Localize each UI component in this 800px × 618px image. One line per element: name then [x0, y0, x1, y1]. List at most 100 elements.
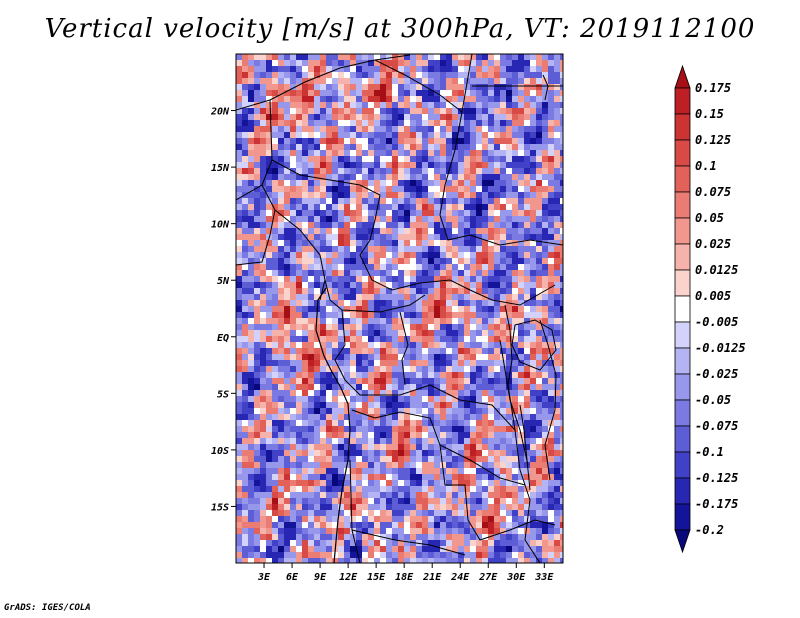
heatmap-cell [344, 414, 351, 421]
heatmap-cell [374, 144, 381, 151]
heatmap-cell [482, 216, 489, 223]
heatmap-cell [524, 162, 531, 169]
heatmap-cell [386, 390, 393, 397]
heatmap-cell [464, 240, 471, 247]
heatmap-cell [464, 318, 471, 325]
heatmap-cell [272, 108, 279, 115]
heatmap-cell [536, 252, 543, 259]
heatmap-cell [476, 114, 483, 121]
heatmap-cell [518, 456, 525, 463]
heatmap-cell [482, 108, 489, 115]
heatmap-cell [452, 396, 459, 403]
heatmap-cell [350, 276, 357, 283]
heatmap-cell [374, 540, 381, 547]
heatmap-cell [380, 342, 387, 349]
heatmap-cell [356, 306, 363, 313]
heatmap-cell [302, 174, 309, 181]
heatmap-cell [296, 222, 303, 229]
heatmap-cell [416, 282, 423, 289]
heatmap-cell [362, 468, 369, 475]
heatmap-cell [308, 360, 315, 367]
heatmap-cell [314, 54, 321, 61]
heatmap-cell [554, 276, 561, 283]
heatmap-cell [446, 60, 453, 67]
heatmap-cell [536, 186, 543, 193]
heatmap-cell [332, 252, 339, 259]
heatmap-cell [500, 360, 507, 367]
heatmap-cell [488, 396, 495, 403]
heatmap-cell [530, 342, 537, 349]
heatmap-cell [392, 216, 399, 223]
heatmap-cell [326, 168, 333, 175]
heatmap-cell [506, 516, 513, 523]
heatmap-cell [554, 384, 561, 391]
heatmap-cell [404, 408, 411, 415]
x-axis: 3E 6E 9E 12E 15E 18E 21E 24E 27E 30E 33E [257, 563, 554, 583]
heatmap-cell [242, 444, 249, 451]
heatmap-cell [386, 222, 393, 229]
heatmap-cell [422, 84, 429, 91]
heatmap-cell [458, 186, 465, 193]
heatmap-cell [308, 354, 315, 361]
heatmap-cell [458, 552, 465, 559]
heatmap-cell [380, 438, 387, 445]
heatmap-cell [536, 270, 543, 277]
heatmap-cell [236, 102, 243, 109]
heatmap-cell [278, 420, 285, 427]
heatmap-cell [452, 54, 459, 61]
heatmap-cell [404, 210, 411, 217]
heatmap-cell [476, 378, 483, 385]
heatmap-cell [272, 330, 279, 337]
heatmap-cell [410, 414, 417, 421]
heatmap-cell [320, 90, 327, 97]
heatmap-cell [548, 288, 555, 295]
colorbar-label: -0.125 [695, 471, 738, 485]
heatmap-cell [302, 540, 309, 547]
heatmap-cell [260, 204, 267, 211]
heatmap-cell [410, 552, 417, 559]
heatmap-cell [356, 288, 363, 295]
heatmap-cell [308, 144, 315, 151]
heatmap-cell [332, 138, 339, 145]
heatmap-cell [542, 336, 549, 343]
heatmap-cell [266, 72, 273, 79]
heatmap-cell [392, 246, 399, 253]
heatmap-cell [458, 360, 465, 367]
heatmap-cell [434, 408, 441, 415]
heatmap-cell [494, 144, 501, 151]
heatmap-cell [524, 336, 531, 343]
heatmap-cell [374, 408, 381, 415]
heatmap-cell [248, 312, 255, 319]
heatmap-cell [470, 270, 477, 277]
heatmap-cell [464, 402, 471, 409]
heatmap-cell [542, 258, 549, 265]
heatmap-cell [512, 78, 519, 85]
heatmap-cell [260, 72, 267, 79]
heatmap-cell [506, 108, 513, 115]
heatmap-cell [416, 192, 423, 199]
heatmap-cell [326, 552, 333, 559]
heatmap-cell [452, 132, 459, 139]
heatmap-cell [320, 366, 327, 373]
heatmap-cell [392, 534, 399, 541]
heatmap-cell [446, 258, 453, 265]
heatmap-cell [446, 120, 453, 127]
heatmap-cell [248, 210, 255, 217]
heatmap-cell [560, 486, 563, 493]
heatmap-cell [524, 120, 531, 127]
heatmap-cell [410, 156, 417, 163]
heatmap-cell [464, 468, 471, 475]
heatmap-cell [398, 192, 405, 199]
heatmap-cell [344, 384, 351, 391]
heatmap-cell [320, 438, 327, 445]
heatmap-cell [440, 426, 447, 433]
heatmap-cell [488, 450, 495, 457]
heatmap-cell [464, 198, 471, 205]
heatmap-cell [350, 102, 357, 109]
heatmap-cell [380, 432, 387, 439]
heatmap-cell [428, 336, 435, 343]
heatmap-cell [392, 420, 399, 427]
heatmap-cell [392, 138, 399, 145]
heatmap-cell [296, 108, 303, 115]
heatmap-cell [308, 72, 315, 79]
